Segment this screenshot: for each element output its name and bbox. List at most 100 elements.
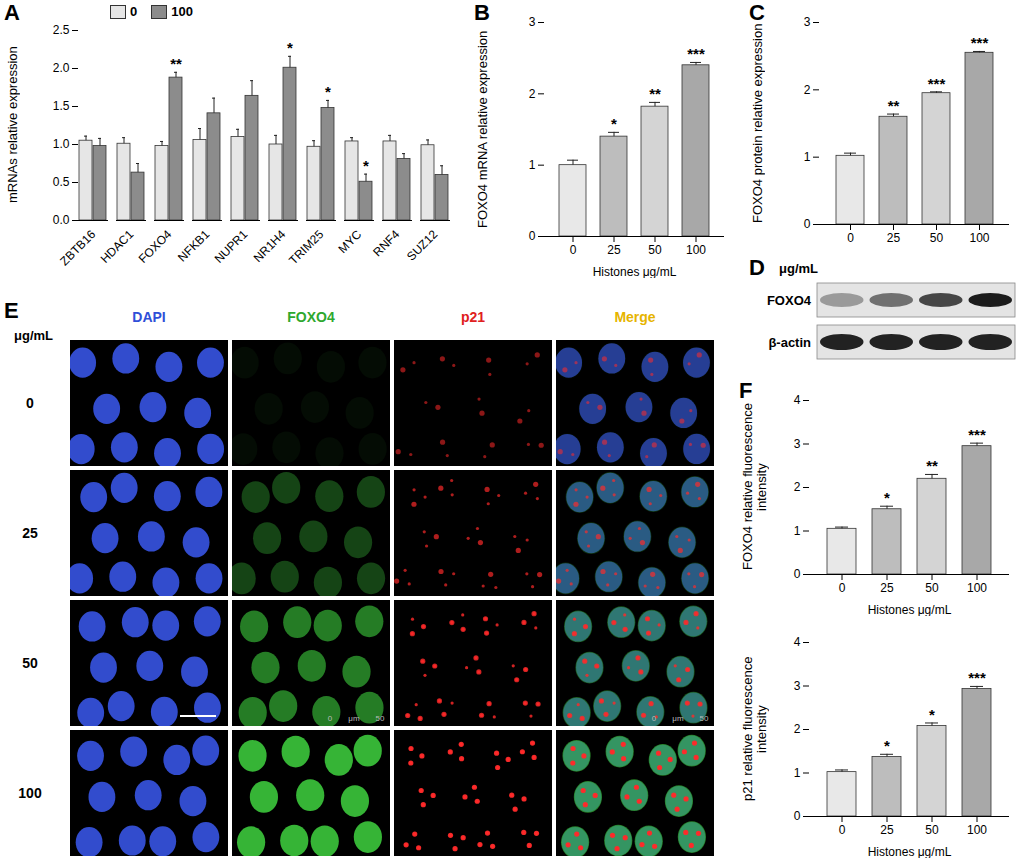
svg-text:0.5: 0.5 <box>53 175 70 189</box>
svg-text:1: 1 <box>794 766 801 780</box>
svg-text:ZBTB16: ZBTB16 <box>57 227 98 268</box>
svg-text:100: 100 <box>18 785 42 801</box>
svg-text:*: * <box>929 706 935 723</box>
svg-text:1.5: 1.5 <box>53 99 70 113</box>
svg-text:25: 25 <box>880 581 894 595</box>
svg-text:0: 0 <box>794 809 801 823</box>
svg-text:μm: μm <box>348 714 360 723</box>
svg-text:50: 50 <box>925 823 939 837</box>
svg-text:100: 100 <box>967 823 987 837</box>
svg-text:1: 1 <box>804 150 811 164</box>
svg-text:2.0: 2.0 <box>53 61 70 75</box>
svg-text:*: * <box>884 737 890 754</box>
svg-text:0: 0 <box>839 823 846 837</box>
svg-text:4: 4 <box>794 393 801 407</box>
svg-text:***: *** <box>687 45 705 62</box>
svg-text:50: 50 <box>700 714 709 723</box>
svg-text:Merge: Merge <box>614 309 655 325</box>
svg-text:β-actin: β-actin <box>768 335 811 350</box>
svg-text:2: 2 <box>529 87 536 101</box>
svg-text:**: ** <box>170 55 182 72</box>
svg-text:1: 1 <box>794 524 801 538</box>
html-text:FOXO4 relative fluorescence in: FOXO4 relative fluorescence intensity <box>740 403 769 571</box>
html-text:FOXO4 protein relative express: FOXO4 protein relative expression <box>750 23 765 223</box>
html-text:A: A <box>4 0 20 25</box>
svg-text:0: 0 <box>794 567 801 581</box>
svg-text:3: 3 <box>529 15 536 29</box>
svg-text:25: 25 <box>887 231 901 245</box>
svg-text:NFKB1: NFKB1 <box>175 227 212 264</box>
svg-text:Histones μg/mL: Histones μg/mL <box>868 603 952 617</box>
svg-text:50: 50 <box>930 231 944 245</box>
svg-text:*: * <box>363 157 369 174</box>
svg-text:0: 0 <box>847 231 854 245</box>
svg-text:*: * <box>884 489 890 506</box>
svg-text:TRIM25: TRIM25 <box>286 227 326 267</box>
svg-text:NUPR1: NUPR1 <box>212 227 251 266</box>
svg-text:25: 25 <box>880 823 894 837</box>
svg-text:100: 100 <box>969 231 989 245</box>
svg-text:FOXO4: FOXO4 <box>767 293 812 308</box>
svg-text:MYC: MYC <box>336 227 365 256</box>
html-text:p21 relative fluorescence inte: p21 relative fluorescence intensity <box>740 656 769 802</box>
svg-text:0: 0 <box>652 714 657 723</box>
html-text:μg/mL: μg/mL <box>14 328 53 343</box>
html-text:0: 0 <box>130 4 138 19</box>
svg-text:1.0: 1.0 <box>53 137 70 151</box>
html-text:B: B <box>474 0 490 25</box>
svg-text:2.5: 2.5 <box>53 23 70 37</box>
svg-text:0: 0 <box>328 714 333 723</box>
svg-text:0: 0 <box>529 229 536 243</box>
svg-text:DAPI: DAPI <box>132 309 165 325</box>
svg-text:p21: p21 <box>461 309 485 325</box>
svg-text:***: *** <box>928 75 946 92</box>
svg-text:50: 50 <box>648 243 662 257</box>
svg-text:**: ** <box>649 85 661 102</box>
svg-text:3: 3 <box>794 437 801 451</box>
svg-text:*: * <box>325 83 331 100</box>
svg-text:Histones μg/mL: Histones μg/mL <box>593 265 677 279</box>
svg-text:NR1H4: NR1H4 <box>251 227 289 265</box>
svg-text:3: 3 <box>804 15 811 29</box>
html-text:μg/mL: μg/mL <box>779 261 818 276</box>
svg-text:3: 3 <box>794 679 801 693</box>
svg-text:***: *** <box>971 34 989 51</box>
svg-text:Histones μg/mL: Histones μg/mL <box>868 845 952 859</box>
html-text:mRNAs relative expression: mRNAs relative expression <box>5 46 20 204</box>
html-text:FOXO4 mRNA relative expression: FOXO4 mRNA relative expression <box>475 30 490 228</box>
svg-text:2: 2 <box>794 722 801 736</box>
svg-text:4: 4 <box>794 635 801 649</box>
svg-text:FOXO4: FOXO4 <box>287 309 335 325</box>
svg-text:*: * <box>287 39 293 56</box>
svg-text:***: *** <box>968 669 986 686</box>
svg-text:HDAC1: HDAC1 <box>98 227 137 266</box>
html-text:C: C <box>749 0 765 25</box>
svg-text:RNF4: RNF4 <box>370 227 402 259</box>
svg-text:*: * <box>611 115 617 132</box>
svg-text:***: *** <box>968 426 986 443</box>
svg-text:**: ** <box>888 97 900 114</box>
svg-text:**: ** <box>926 457 938 474</box>
svg-text:50: 50 <box>376 714 385 723</box>
svg-text:25: 25 <box>22 525 38 541</box>
svg-text:0: 0 <box>804 217 811 231</box>
svg-text:25: 25 <box>607 243 621 257</box>
svg-text:2: 2 <box>794 480 801 494</box>
svg-text:μm: μm <box>672 714 684 723</box>
svg-text:SUZ12: SUZ12 <box>404 227 441 264</box>
svg-text:1: 1 <box>529 158 536 172</box>
svg-text:0.0: 0.0 <box>53 213 70 227</box>
svg-text:0: 0 <box>839 581 846 595</box>
html-text:F: F <box>739 378 753 403</box>
html-text:D: D <box>749 255 765 280</box>
svg-text:2: 2 <box>804 83 811 97</box>
html-text:E: E <box>4 298 19 323</box>
html-text:100: 100 <box>171 4 193 19</box>
svg-text:0: 0 <box>26 395 34 411</box>
svg-text:50: 50 <box>22 655 38 671</box>
svg-text:50: 50 <box>925 581 939 595</box>
svg-text:FOXO4: FOXO4 <box>136 227 175 266</box>
svg-text:100: 100 <box>686 243 706 257</box>
svg-text:0: 0 <box>570 243 577 257</box>
svg-text:100: 100 <box>967 581 987 595</box>
